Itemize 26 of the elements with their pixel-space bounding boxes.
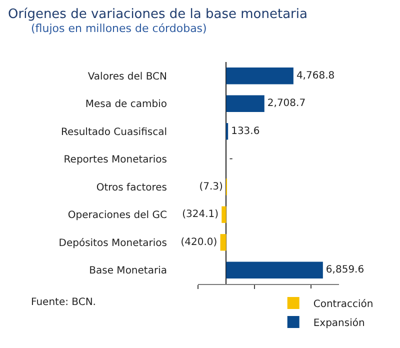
bar: [226, 262, 323, 278]
legend-label: Expansión: [313, 318, 365, 329]
bar: [226, 68, 294, 84]
chart-subtitle: (flujos en millones de córdobas): [31, 22, 207, 35]
y-tick-label: Resultado Cuasifiscal: [60, 126, 167, 138]
y-tick-label: Reportes Monetarios: [64, 154, 167, 166]
data-label: (420.0): [180, 236, 218, 248]
y-tick-label: Mesa de cambio: [85, 99, 167, 110]
y-tick-label: Otros factores: [96, 182, 167, 194]
bar: [222, 206, 226, 223]
legend-label: Contracción: [313, 298, 374, 310]
y-tick-label: Operaciones del GC: [68, 210, 168, 222]
y-tick-label: Base Monetaria: [89, 266, 167, 277]
y-tick-label: Valores del BCN: [88, 71, 167, 82]
data-label: (324.1): [182, 209, 219, 220]
chart-title: Orígenes de variaciones de la base monetaria: [8, 6, 308, 22]
data-label: 4,768.8: [296, 70, 335, 82]
data-label: (7.3): [199, 181, 223, 192]
source-note: Fuente: BCN.: [31, 297, 96, 308]
bar: [226, 95, 264, 112]
data-label: 2,708.7: [267, 98, 306, 110]
data-label: 133.6: [231, 126, 260, 137]
y-tick-label: Depósitos Monetarios: [58, 238, 167, 249]
data-label: -: [229, 154, 234, 165]
bar: [220, 234, 226, 251]
data-label: 6,859.6: [326, 264, 364, 276]
